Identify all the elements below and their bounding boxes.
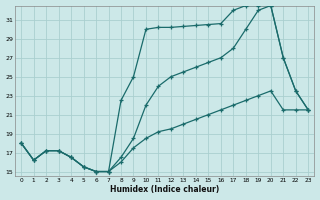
X-axis label: Humidex (Indice chaleur): Humidex (Indice chaleur)	[110, 185, 219, 194]
